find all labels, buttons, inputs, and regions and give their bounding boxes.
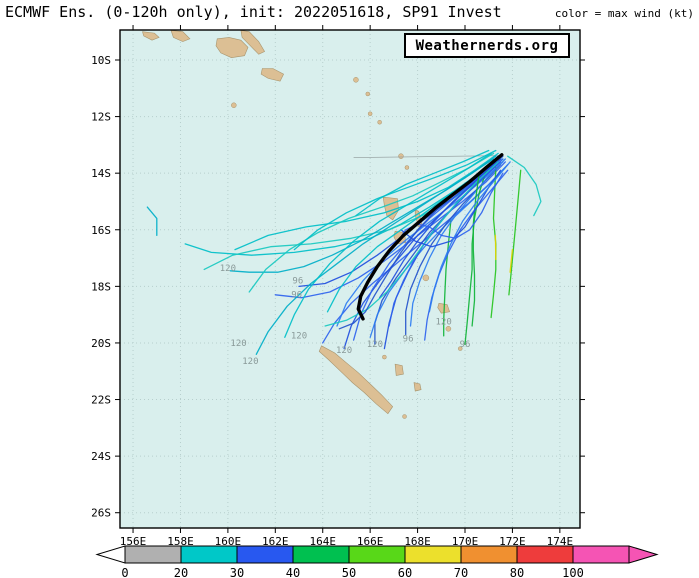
lon-tick-label: 170E	[452, 535, 479, 548]
map-border	[119, 29, 581, 529]
lon-tick-label: 174E	[547, 535, 574, 548]
watermark-text: Weathernerds.org	[415, 37, 559, 54]
island-tanna	[445, 326, 452, 332]
ensemble-track	[352, 158, 499, 341]
ensemble-track	[509, 248, 514, 273]
island-banks-1	[398, 153, 404, 159]
ensemble-track	[284, 152, 492, 338]
forecast-hour-label: 96	[403, 335, 414, 345]
island-lifou	[394, 363, 404, 376]
lat-tick-label: 20S	[91, 337, 111, 350]
lat-tick-label: 12S	[91, 111, 111, 124]
forecast-hour-label: 120	[436, 318, 452, 328]
forecast-hour-label: 96	[460, 340, 471, 350]
ensemble-track	[424, 169, 509, 341]
mean-track	[356, 153, 504, 321]
ensemble-track	[293, 149, 497, 251]
colorbar-left-arrow	[95, 545, 126, 564]
colorbar-label: 30	[230, 566, 244, 578]
ensemble-track	[355, 149, 490, 217]
ensemble-track	[471, 172, 480, 327]
forecast-hour-label: 120	[230, 339, 246, 349]
colorbar-segment	[572, 545, 630, 564]
colorbar-label: 20	[174, 566, 188, 578]
colorbar-segment	[460, 545, 518, 564]
colorbar-label: 70	[454, 566, 468, 578]
lon-tick-label: 158E	[167, 535, 194, 548]
ensemble-track	[234, 152, 499, 251]
island-santa-cruz-1	[353, 77, 359, 83]
colorbar-label: 100	[562, 566, 584, 578]
lon-tick-label: 156E	[120, 535, 147, 548]
lon-tick-label: 166E	[357, 535, 384, 548]
colorbar-right-arrow	[628, 545, 659, 564]
lat-tick-label: 18S	[91, 280, 111, 293]
lon-tick-label: 168E	[404, 535, 431, 548]
colorbar-segment	[236, 545, 294, 564]
lat-tick-label: 26S	[91, 507, 111, 520]
ensemble-track	[324, 161, 499, 327]
island-isle-of-pines	[402, 414, 407, 419]
colorbar-segment	[180, 545, 238, 564]
island-new-georgia	[170, 29, 191, 42]
lat-tick-label: 22S	[91, 394, 111, 407]
colorbar-segment	[348, 545, 406, 564]
lon-tick-label: 172E	[499, 535, 526, 548]
island-malaita	[240, 29, 266, 55]
island-efate	[422, 274, 430, 282]
forecast-hour-label: 120	[242, 357, 258, 367]
lon-tick-label: 164E	[309, 535, 336, 548]
colorbar-segment	[404, 545, 462, 564]
island-aneityum	[458, 346, 463, 351]
colorbar-label: 80	[510, 566, 524, 578]
lat-tick-label: 24S	[91, 450, 111, 463]
colorbar-segment	[124, 545, 182, 564]
lat-tick-label: 14S	[91, 167, 111, 180]
lon-tick-label: 162E	[262, 535, 289, 548]
island-guadalcanal	[215, 37, 249, 59]
ensemble-track	[255, 158, 495, 355]
forecast-hour-label: 120	[220, 264, 236, 274]
colorbar-label: 60	[398, 566, 412, 578]
island-santa-cruz-2	[365, 91, 371, 97]
ensemble-track	[443, 220, 452, 337]
watermark-box: Weathernerds.org	[404, 33, 570, 58]
forecast-hour-label: 120	[367, 340, 383, 350]
island-torres-2	[377, 119, 382, 125]
ensemble-track	[507, 155, 542, 217]
ensemble-track	[428, 161, 511, 313]
lat-tick-label: 10S	[91, 54, 111, 67]
island-rennell	[231, 102, 237, 109]
island-torres-1	[367, 111, 373, 117]
ensemble-track	[508, 169, 522, 296]
colorbar-segment	[292, 545, 350, 564]
ensemble-track	[248, 152, 495, 293]
forecast-hour-label: 96	[291, 291, 302, 301]
island-makira	[260, 68, 284, 82]
forecast-hour-label: 96	[292, 277, 303, 287]
lat-tick-label: 16S	[91, 224, 111, 237]
island-banks-2	[404, 165, 410, 170]
chart-title: ECMWF Ens. (0-120h only), init: 20220516…	[5, 3, 502, 21]
island-mare	[413, 382, 422, 392]
island-ouvea	[382, 354, 387, 360]
colorbar-label: 50	[342, 566, 356, 578]
lon-tick-label: 160E	[215, 535, 242, 548]
island-choiseul	[142, 31, 160, 41]
ensemble-track	[146, 206, 158, 237]
forecast-hour-label: 120	[291, 332, 307, 342]
island-new-caledonia	[318, 345, 394, 415]
colorbar-segment	[516, 545, 574, 564]
ensemble-track	[464, 169, 487, 346]
ocean-background	[120, 30, 580, 528]
colorbar-label: 0	[121, 566, 128, 578]
ensemble-track	[378, 161, 497, 299]
forecast-hour-label: 120	[336, 346, 352, 356]
colorbar-label: 40	[286, 566, 300, 578]
colorbar-note: color = max wind (kt)	[554, 7, 694, 20]
